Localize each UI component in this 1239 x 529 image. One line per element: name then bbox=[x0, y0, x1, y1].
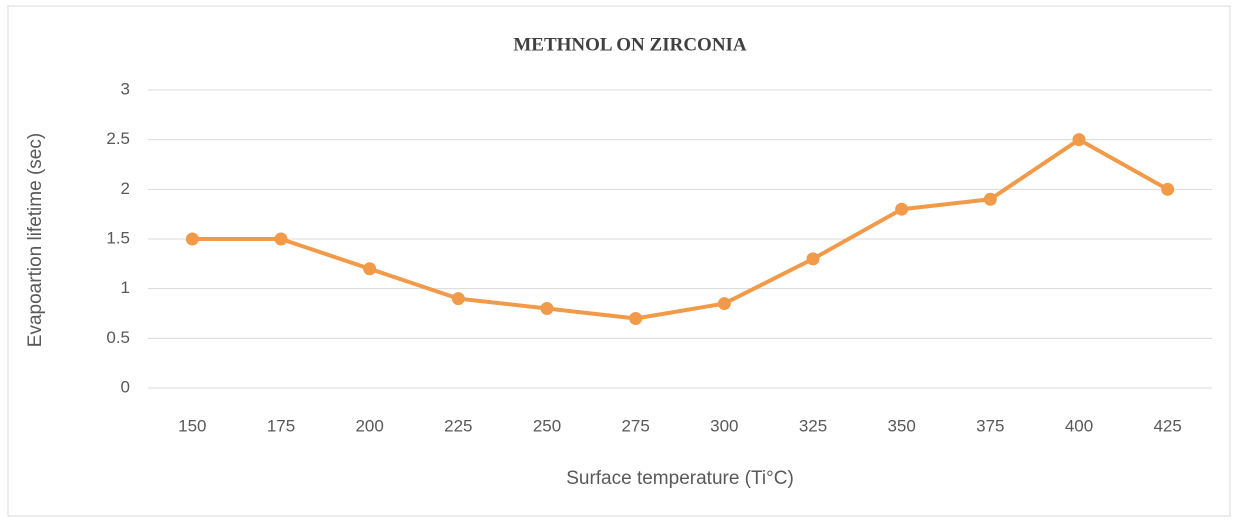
y-tick-label: 0.5 bbox=[106, 328, 130, 347]
marker bbox=[983, 192, 997, 206]
marker bbox=[629, 311, 643, 325]
marker bbox=[1161, 182, 1175, 196]
x-tick-label: 400 bbox=[1065, 416, 1093, 435]
marker bbox=[1072, 133, 1086, 147]
marker bbox=[717, 297, 731, 311]
x-tick-label: 250 bbox=[533, 416, 561, 435]
x-tick-label: 425 bbox=[1153, 416, 1181, 435]
x-tick-label: 225 bbox=[444, 416, 472, 435]
marker bbox=[806, 252, 820, 266]
y-tick-label: 1 bbox=[121, 278, 130, 297]
marker bbox=[363, 262, 377, 276]
x-tick-label: 275 bbox=[621, 416, 649, 435]
y-tick-label: 0 bbox=[121, 377, 130, 396]
line bbox=[192, 137, 1169, 321]
y-tick-label: 3 bbox=[121, 79, 130, 98]
chart-border bbox=[7, 5, 1231, 517]
marker bbox=[274, 232, 288, 246]
x-tick-label: 200 bbox=[355, 416, 383, 435]
x-tick-label: 175 bbox=[267, 416, 295, 435]
chart-title: METHNOL ON ZIRCONIA bbox=[513, 34, 747, 55]
x-axis-title: Surface temperature (Ti°C) bbox=[566, 468, 794, 489]
x-tick-label: 375 bbox=[976, 416, 1004, 435]
marker bbox=[451, 292, 465, 306]
y-tick-label: 1.5 bbox=[106, 228, 130, 247]
marker bbox=[185, 232, 199, 246]
y-axis-title: Evapoartion lifetime (sec) bbox=[25, 133, 46, 347]
x-tick-label: 150 bbox=[178, 416, 206, 435]
y-tick-label: 2 bbox=[121, 179, 130, 198]
marker bbox=[895, 202, 909, 216]
x-tick-label: 325 bbox=[799, 416, 827, 435]
x-tick-label: 300 bbox=[710, 416, 738, 435]
x-tick-label: 350 bbox=[887, 416, 915, 435]
marker bbox=[540, 302, 554, 316]
y-tick-label: 2.5 bbox=[106, 129, 130, 148]
